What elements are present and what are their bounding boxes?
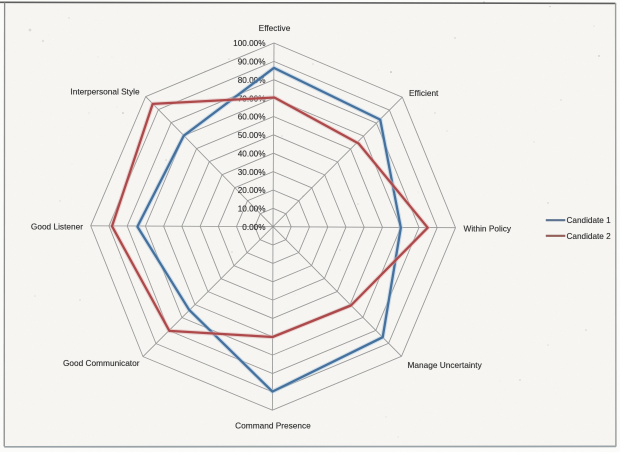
svg-text:Good Listener: Good Listener (31, 222, 83, 232)
svg-text:80.00%: 80.00% (238, 76, 266, 85)
svg-text:10.00%: 10.00% (238, 205, 266, 214)
svg-text:Efficient: Efficient (409, 88, 439, 98)
svg-text:60.00%: 60.00% (238, 113, 266, 122)
svg-text:40.00%: 40.00% (238, 149, 266, 158)
svg-text:100.00%: 100.00% (233, 39, 265, 48)
svg-text:0.00%: 0.00% (242, 223, 265, 232)
svg-text:Manage Uncertainty: Manage Uncertainty (408, 360, 483, 370)
svg-text:Candidate 1: Candidate 1 (567, 216, 612, 225)
svg-text:Good Communicator: Good Communicator (63, 358, 140, 368)
svg-text:50.00%: 50.00% (238, 131, 266, 140)
svg-text:Candidate 2: Candidate 2 (567, 232, 612, 241)
svg-text:90.00%: 90.00% (238, 58, 266, 67)
svg-text:Effective: Effective (259, 23, 291, 33)
svg-text:Command Presence: Command Presence (235, 421, 311, 431)
svg-text:Within Policy: Within Policy (464, 224, 512, 234)
svg-text:20.00%: 20.00% (238, 186, 266, 195)
svg-text:Interpersonal Style: Interpersonal Style (70, 87, 140, 97)
svg-text:30.00%: 30.00% (238, 168, 266, 177)
